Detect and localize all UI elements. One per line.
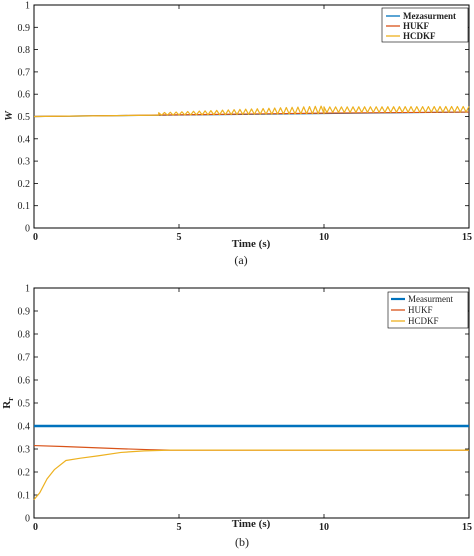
xtick-label-b-1: 5	[177, 522, 182, 533]
ytick-label-b-10: 1	[25, 284, 30, 295]
ytick-label-b-7: 0.7	[18, 353, 31, 364]
legend-label-a-1: HUKF	[403, 21, 430, 31]
xtick-label-b-3: 15	[462, 522, 472, 533]
legend-label-a-0: Mezasurment	[403, 11, 456, 21]
ytick-label-a-10: 1	[25, 1, 30, 12]
ytick-label-b-2: 0.2	[18, 468, 31, 479]
ytick-label-a-0: 0	[25, 224, 30, 235]
xlabel-a: Time (s)	[232, 238, 271, 250]
ytick-label-a-5: 0.5	[18, 112, 31, 123]
ticks-b: 00.10.20.30.40.50.60.70.80.910 5 10 15	[18, 284, 473, 534]
ytick-label-a-4: 0.4	[18, 134, 31, 145]
panel-a: 00.10.20.30.40.50.60.70.80.910 5 10 15 W Ti…	[3, 1, 472, 268]
legend-b: Measurment HUKF HCDKF	[387, 291, 469, 329]
xtick-label-a-1: 5	[177, 232, 182, 243]
ytick-label-a-7: 0.7	[18, 67, 31, 78]
xlabel-b: Time (s)	[232, 518, 271, 530]
ytick-label-a-2: 0.2	[18, 179, 31, 190]
ticks-a: 00.10.20.30.40.50.60.70.80.910 5 10 15	[18, 1, 473, 244]
series-line-b-hcdkf	[33, 449, 469, 500]
ytick-label-a-1: 0.1	[18, 201, 31, 212]
ytick-label-a-9: 0.9	[18, 23, 31, 34]
legend-label-b-0: Measurment	[408, 294, 453, 304]
ytick-label-b-1: 0.1	[18, 491, 31, 502]
legend-label-b-1: HUKF	[408, 305, 433, 315]
xtick-label-a-0: 0	[33, 232, 38, 243]
xtick-label-a-2: 10	[319, 232, 329, 243]
ylabel-b: Rr	[1, 397, 15, 409]
xtick-label-b-2: 10	[319, 522, 329, 533]
series-a	[33, 105, 470, 118]
ylabel-b-sub: r	[6, 397, 15, 401]
legend-label-a-2: HCDKF	[403, 31, 436, 41]
ylabel-b-main: R	[1, 400, 13, 409]
panel-b: 00.10.20.30.40.50.60.70.80.910 5 10 15 Rr T…	[1, 284, 472, 550]
series-line-a-hcdkf	[33, 105, 470, 118]
legend-label-b-2: HCDKF	[408, 316, 439, 326]
xtick-label-a-3: 15	[462, 232, 472, 243]
series-b	[33, 424, 469, 500]
xtick-label-b-0: 0	[33, 522, 38, 533]
ytick-label-b-3: 0.3	[18, 445, 31, 456]
caption-a: (a)	[234, 253, 247, 267]
ytick-label-b-9: 0.9	[18, 307, 31, 318]
legend-a: Mezasurment HUKF HCDKF	[381, 7, 469, 43]
ytick-label-a-8: 0.8	[18, 45, 31, 56]
ytick-label-b-8: 0.8	[18, 330, 31, 341]
ylabel-a: W	[3, 110, 15, 121]
ytick-label-a-3: 0.3	[18, 157, 31, 168]
ytick-label-a-6: 0.6	[18, 90, 31, 101]
ytick-label-b-6: 0.6	[18, 376, 31, 387]
ytick-label-b-5: 0.5	[18, 399, 31, 410]
ytick-label-b-0: 0	[25, 514, 30, 525]
ytick-label-b-4: 0.4	[18, 422, 31, 433]
caption-b: (b)	[235, 535, 249, 549]
